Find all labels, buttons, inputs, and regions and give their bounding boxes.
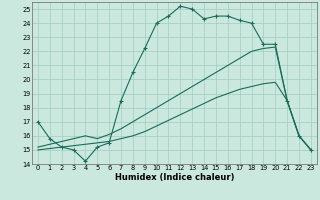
X-axis label: Humidex (Indice chaleur): Humidex (Indice chaleur) [115,173,234,182]
